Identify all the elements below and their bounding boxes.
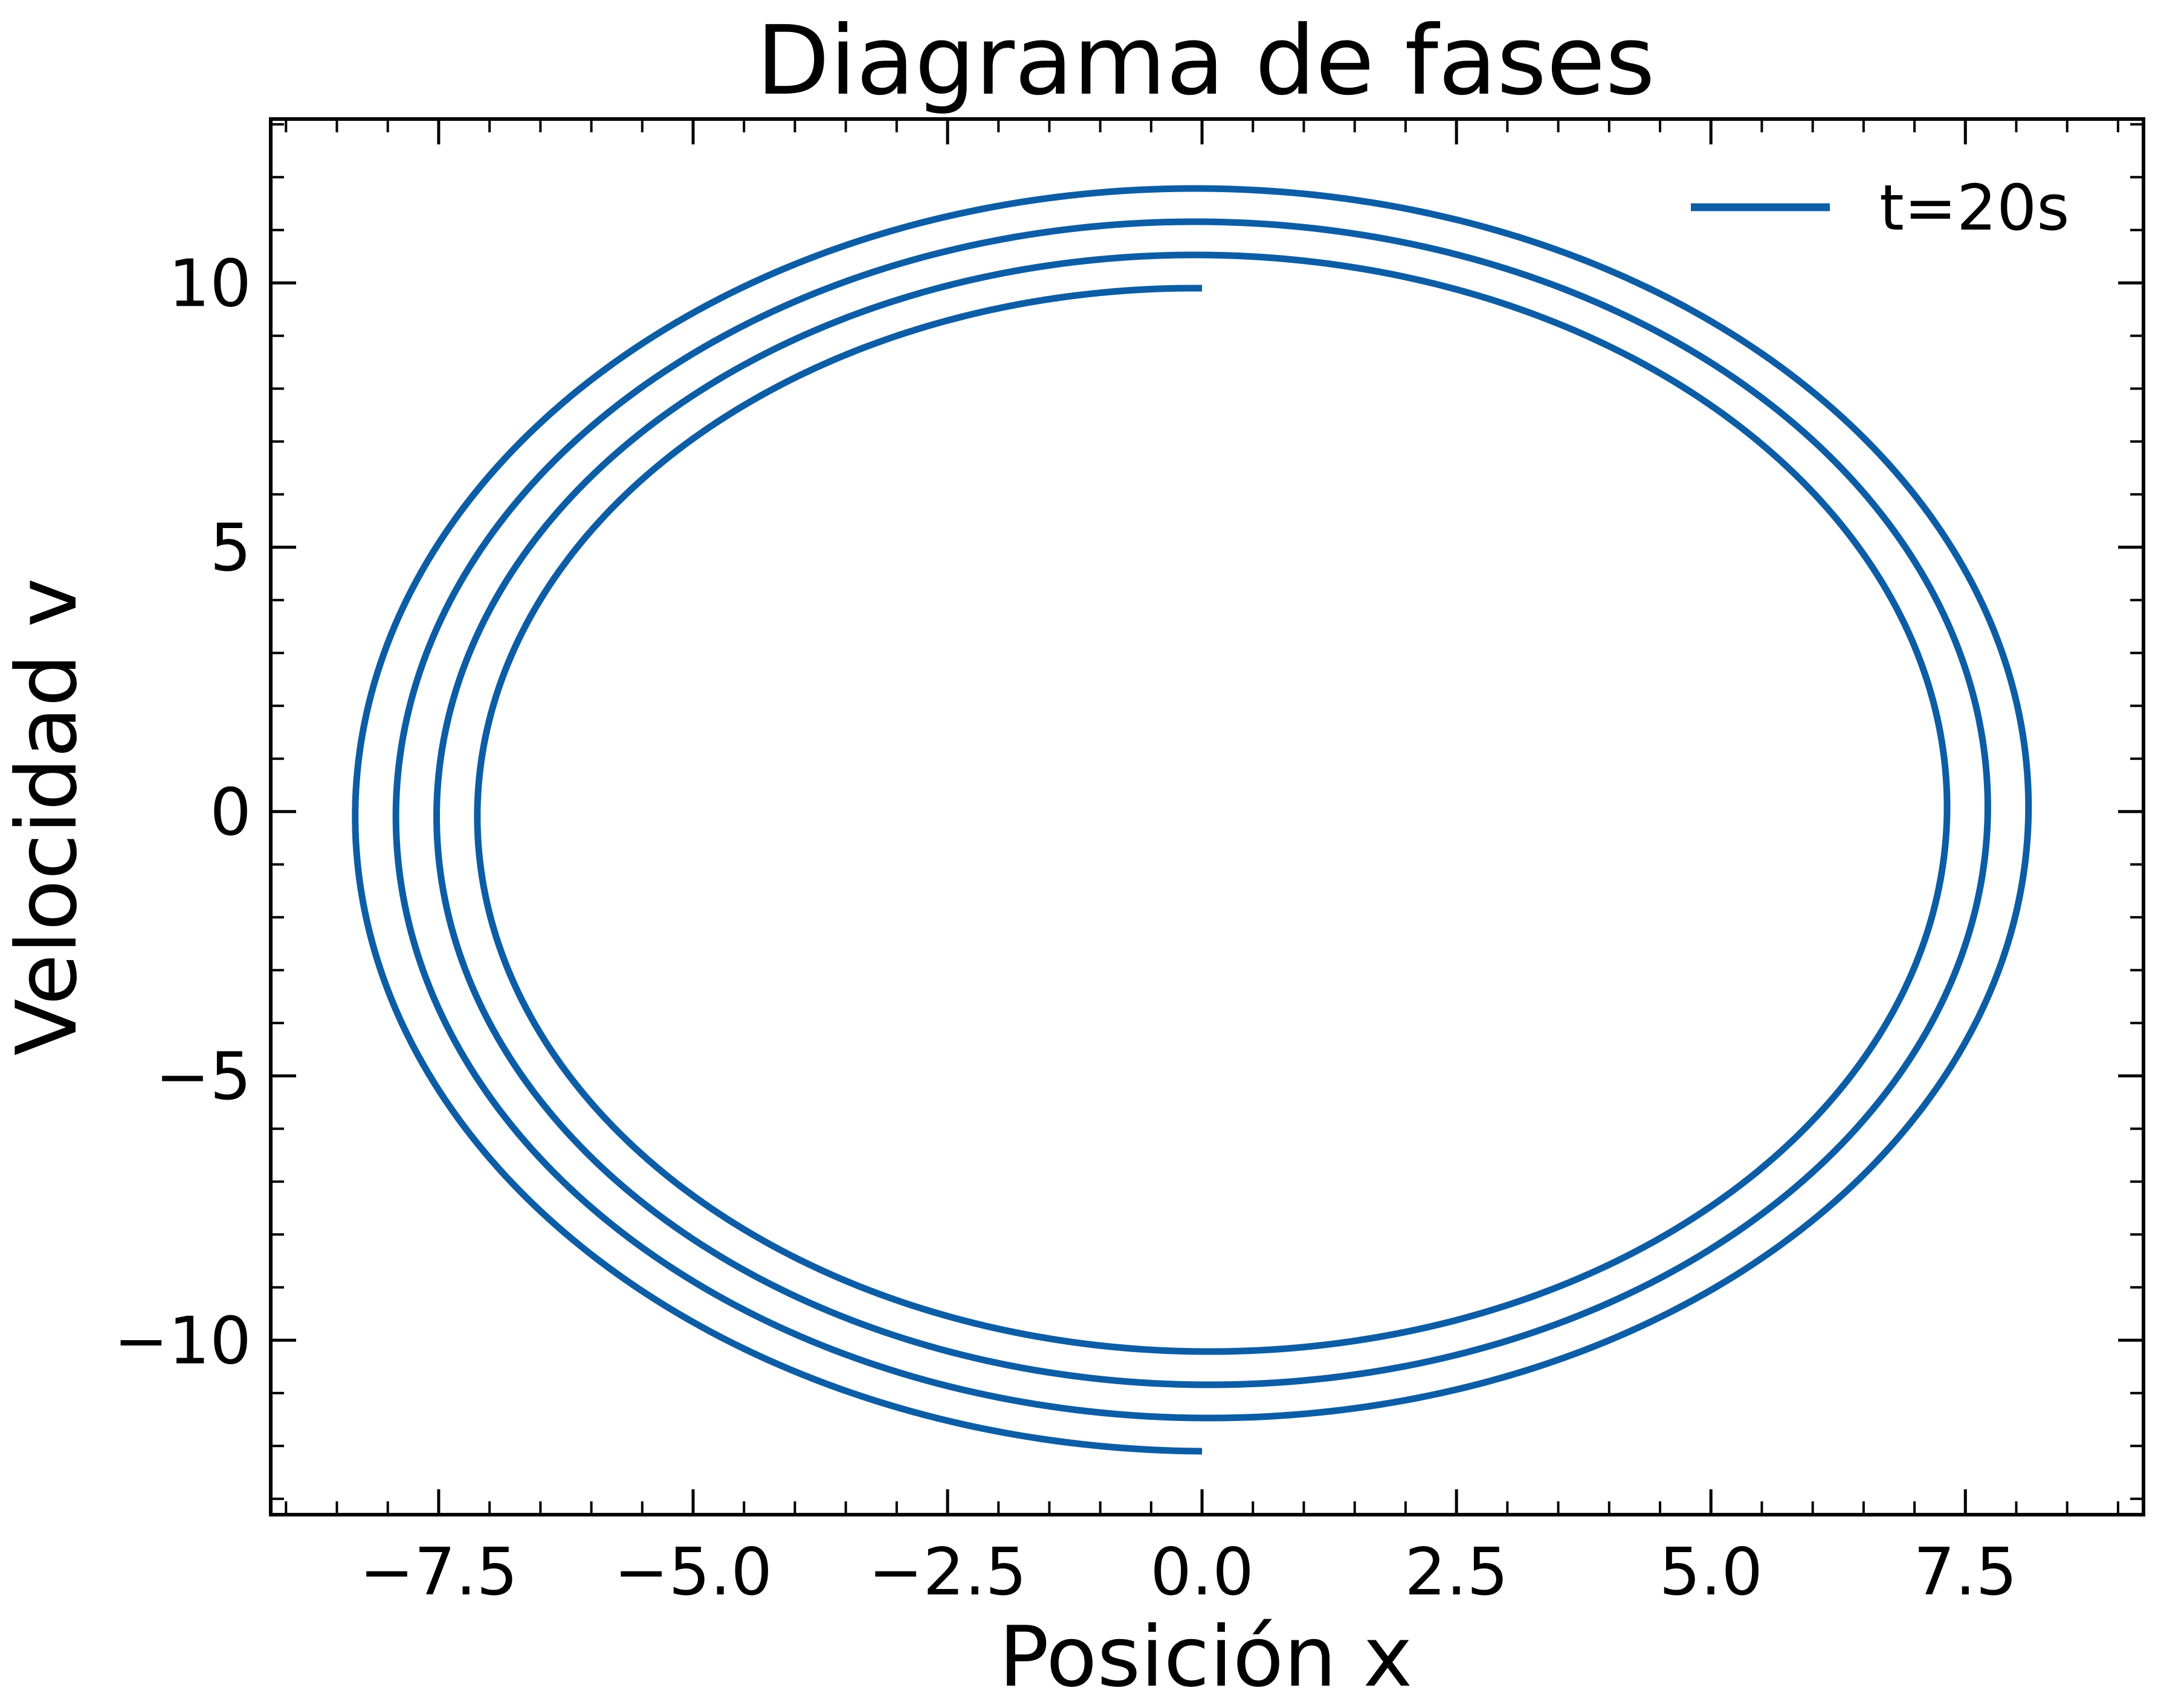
legend: t=20s (1691, 171, 2069, 245)
plot-frame (269, 117, 2145, 1516)
y-tick-label: −5 (155, 1039, 251, 1115)
y-minor-ticks (271, 123, 2143, 1500)
x-tick-label: −7.5 (360, 1535, 518, 1610)
x-major-ticks: −7.5 −5.0 −2.5 0.0 2.5 5.0 7.5 (360, 119, 2017, 1610)
y-tick-label: 10 (169, 246, 251, 321)
x-tick-label: 0.0 (1150, 1535, 1254, 1610)
y-axis-label: Velocidad v (0, 578, 95, 1056)
chart-title: Diagrama de fases (756, 5, 1655, 117)
y-tick-label: −10 (114, 1303, 251, 1379)
series-layer (352, 185, 2032, 1455)
series-line-0 (352, 185, 2032, 1455)
y-tick-label: 0 (210, 775, 251, 850)
x-axis-label: Posición x (999, 1608, 1413, 1706)
legend-label-t20s: t=20s (1879, 171, 2069, 245)
x-tick-label: 7.5 (1913, 1535, 2017, 1610)
y-tick-label: 5 (210, 511, 251, 586)
x-tick-label: −2.5 (868, 1535, 1027, 1610)
x-tick-label: 5.0 (1659, 1535, 1763, 1610)
x-tick-label: −5.0 (614, 1535, 772, 1610)
x-minor-ticks (285, 119, 2119, 1515)
y-major-ticks: −10 −5 0 5 10 (114, 246, 2143, 1379)
x-tick-label: 2.5 (1404, 1535, 1508, 1610)
